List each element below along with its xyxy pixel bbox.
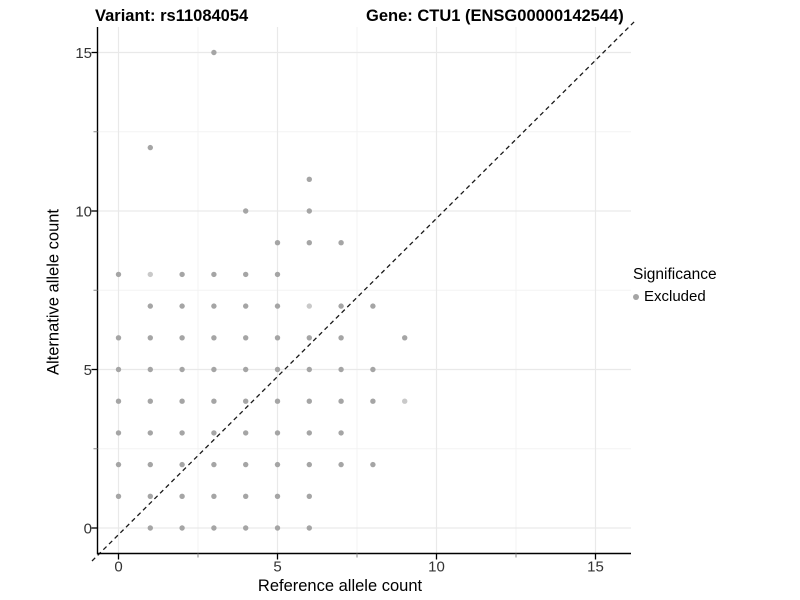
data-point (179, 398, 185, 404)
data-point (211, 398, 217, 404)
data-point (306, 398, 312, 404)
data-point (179, 271, 185, 278)
data-point (243, 366, 249, 373)
data-point (338, 240, 344, 246)
data-point (211, 461, 217, 468)
data-point (274, 335, 281, 341)
data-point (274, 366, 281, 373)
data-point (338, 335, 344, 341)
data-point (338, 461, 344, 468)
data-point (115, 398, 122, 404)
data-point (274, 525, 281, 531)
data-point (147, 335, 153, 341)
data-point (115, 335, 122, 341)
data-point (115, 430, 122, 436)
data-point (211, 49, 217, 56)
data-point (370, 461, 376, 468)
y-tick-label: 10 (75, 204, 92, 221)
legend-title: Significance (633, 266, 717, 283)
data-point (243, 335, 249, 341)
data-point (370, 303, 376, 309)
data-point (179, 335, 185, 341)
data-point (147, 525, 153, 531)
data-point (179, 430, 185, 436)
data-point (243, 493, 249, 499)
data-point (243, 208, 249, 214)
data-point (274, 430, 281, 436)
legend: Significance Excluded (633, 266, 717, 305)
data-point (338, 398, 344, 404)
data-point (147, 493, 153, 499)
y-tick-label: 5 (84, 362, 92, 379)
data-point (338, 430, 344, 436)
data-point (179, 303, 185, 309)
data-point (211, 366, 217, 373)
data-point (338, 366, 344, 373)
data-point (211, 525, 217, 531)
data-point (211, 430, 217, 436)
data-point (179, 366, 185, 373)
data-point (179, 461, 185, 468)
data-point (306, 335, 312, 341)
data-point (211, 303, 217, 309)
y-tick-label: 15 (75, 45, 92, 62)
gene-title: Gene: CTU1 (ENSG00000142544) (366, 7, 624, 25)
data-point (147, 271, 153, 278)
x-tick-label: 0 (114, 559, 122, 576)
data-point (115, 461, 122, 468)
data-point (147, 303, 153, 309)
data-point (306, 493, 312, 499)
data-point (147, 430, 153, 436)
variant-title: Variant: rs11084054 (95, 7, 249, 25)
data-point (115, 493, 122, 499)
data-point (211, 271, 217, 278)
data-point (402, 398, 408, 404)
data-point (306, 176, 312, 182)
x-tick-label: 5 (273, 559, 281, 576)
y-axis-title: Alternative allele count (44, 208, 63, 376)
data-point (306, 240, 312, 246)
data-point (274, 398, 281, 404)
data-point (306, 461, 312, 468)
data-point (370, 398, 376, 404)
excluded-point-icon (633, 293, 639, 300)
legend-item-excluded: Excluded (633, 288, 717, 305)
data-point (243, 271, 249, 278)
data-point (115, 271, 122, 278)
data-point (147, 398, 153, 404)
x-tick-label: 10 (428, 559, 445, 576)
data-point (147, 461, 153, 468)
legend-item-label: Excluded (644, 288, 706, 305)
x-tick-label: 15 (587, 559, 604, 576)
data-point (179, 525, 185, 531)
data-point (115, 366, 122, 373)
data-point (243, 398, 249, 404)
data-point (179, 493, 185, 499)
data-point (402, 335, 408, 341)
data-point (274, 303, 281, 309)
data-point (243, 461, 249, 468)
data-point (274, 271, 281, 278)
x-axis-title: Reference allele count (257, 577, 423, 595)
y-tick-label: 0 (84, 521, 92, 538)
data-point (274, 461, 281, 468)
data-point (243, 525, 249, 531)
data-point (243, 303, 249, 309)
data-point (306, 208, 312, 214)
data-point (306, 525, 312, 531)
data-point (306, 303, 312, 309)
data-point (147, 144, 153, 151)
data-point (338, 303, 344, 309)
data-point (211, 335, 217, 341)
data-point (243, 430, 249, 436)
data-point (306, 366, 312, 373)
data-point (370, 366, 376, 373)
data-point (274, 240, 281, 246)
data-point (211, 493, 217, 499)
data-point (147, 366, 153, 373)
data-point (306, 430, 312, 436)
data-point (274, 493, 281, 499)
